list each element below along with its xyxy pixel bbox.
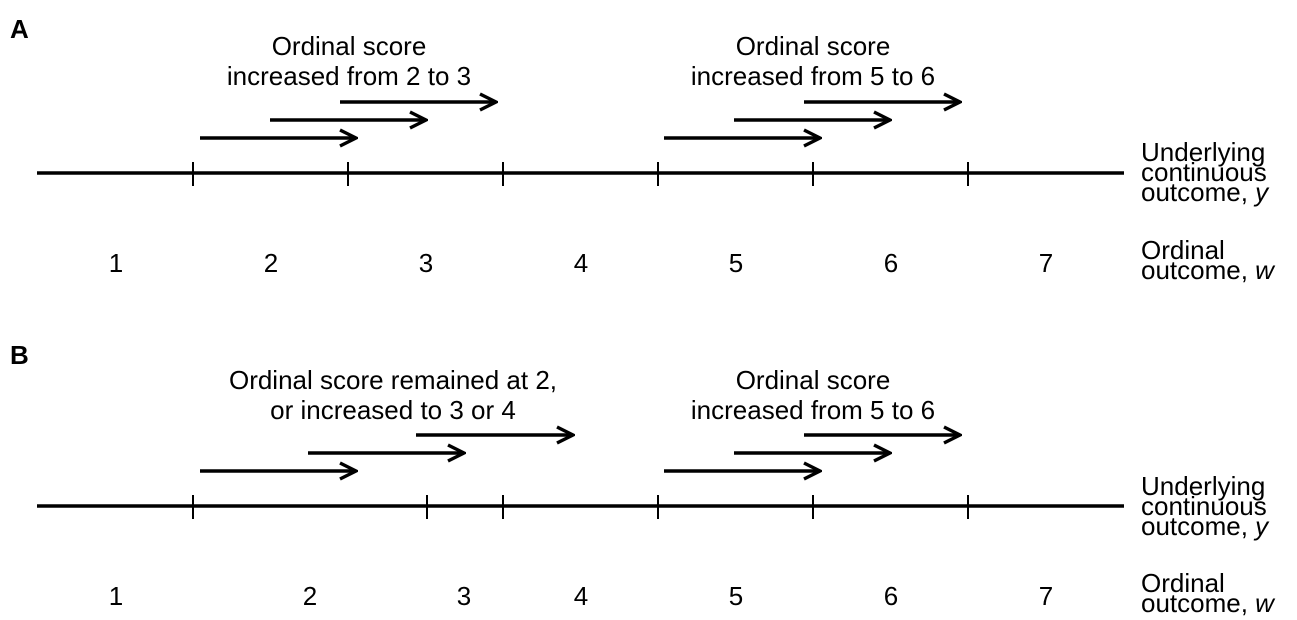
panel-b-score-6: 6 (883, 581, 899, 611)
panel-b-cutpoint-ticks (192, 495, 969, 519)
panel-a-score-4: 4 (573, 248, 589, 278)
panel-b-ordinal-label-text: outcome, (1141, 588, 1256, 618)
panel-a-ordinal-outcome-label: Ordinal outcome, w (1141, 235, 1274, 283)
panel-a-continuous-label-text: outcome, (1141, 177, 1256, 207)
panel-a-caption-left: Ordinal score increased from 2 to 3 (139, 31, 559, 91)
panel-b-score-2: 2 (302, 581, 318, 611)
panel-a-continuous-outcome-label: Underlying continuous outcome, y (1141, 137, 1268, 205)
panel-b-letter: B (10, 340, 29, 370)
panel-b-caption-left-line-1: Ordinal score remained at 2, (228, 365, 558, 395)
panel-b-continuous-label-line-2: continuous (1141, 491, 1267, 521)
panel-a-score-5: 5 (728, 248, 744, 278)
panel-b-caption-left: Ordinal score remained at 2, or increase… (183, 365, 603, 425)
panel-a-ordinal-label-line-1: Ordinal (1141, 235, 1225, 265)
panel-b-continuous-label-line-1: Underlying (1141, 471, 1266, 501)
panel-a-caption-left-line-2: increased from 2 to 3 (226, 61, 472, 91)
panel-a-caption-left-line-1: Ordinal score (271, 31, 427, 61)
panel-b-caption-left-line-2: or increased to 3 or 4 (270, 395, 516, 425)
panel-b-continuous-label-text: outcome, (1141, 511, 1256, 541)
panel-a-ordinal-label-symbol: w (1255, 255, 1274, 285)
panel-b-continuous-label-symbol: y (1255, 511, 1269, 541)
panel-a-letter: A (10, 14, 29, 44)
panel-b-caption-right: Ordinal score increased from 5 to 6 (603, 365, 1023, 425)
panel-b-caption-right-line-2: increased from 5 to 6 (690, 395, 936, 425)
panel-a-continuous-label-symbol: y (1255, 177, 1269, 207)
panel-a-score-7: 7 (1038, 248, 1054, 278)
panel-a-caption-right: Ordinal score increased from 5 to 6 (603, 31, 1023, 91)
panel-a-score-1: 1 (108, 248, 124, 278)
panel-b-continuous-label-line-3: outcome, y (1141, 513, 1268, 539)
panel-a-ordinal-label-line-2: outcome, w (1141, 257, 1274, 283)
panel-a-score-3: 3 (418, 248, 434, 278)
panel-a-caption-right-line-1: Ordinal score (735, 31, 891, 61)
panel-b-ordinal-outcome-label: Ordinal outcome, w (1141, 568, 1274, 616)
panel-a-score-2: 2 (263, 248, 279, 278)
panel-b-ordinal-label-symbol: w (1255, 588, 1274, 618)
panel-b-score-4: 4 (573, 581, 589, 611)
panel-b-score-5: 5 (728, 581, 744, 611)
panel-a-ordinal-label-text: outcome, (1141, 255, 1256, 285)
panel-a-continuous-label-line-2: continuous (1141, 157, 1267, 187)
panel-b-score-1: 1 (108, 581, 124, 611)
panel-a-score-6: 6 (883, 248, 899, 278)
panel-b-score-7: 7 (1038, 581, 1054, 611)
panel-b-score-3: 3 (456, 581, 472, 611)
panel-b-continuous-outcome-label: Underlying continuous outcome, y (1141, 471, 1268, 539)
panel-b-caption-right-line-1: Ordinal score (735, 365, 891, 395)
panel-a-cutpoint-ticks (192, 162, 969, 186)
panel-b-ordinal-label-line-2: outcome, w (1141, 590, 1274, 616)
panel-b-ordinal-label-line-1: Ordinal (1141, 568, 1225, 598)
panel-a-continuous-label-line-3: outcome, y (1141, 179, 1268, 205)
panel-b-shift-arrows (200, 435, 960, 471)
panel-a-continuous-label-line-1: Underlying (1141, 137, 1266, 167)
panel-a-shift-arrows (200, 102, 960, 138)
panel-a-caption-right-line-2: increased from 5 to 6 (690, 61, 936, 91)
